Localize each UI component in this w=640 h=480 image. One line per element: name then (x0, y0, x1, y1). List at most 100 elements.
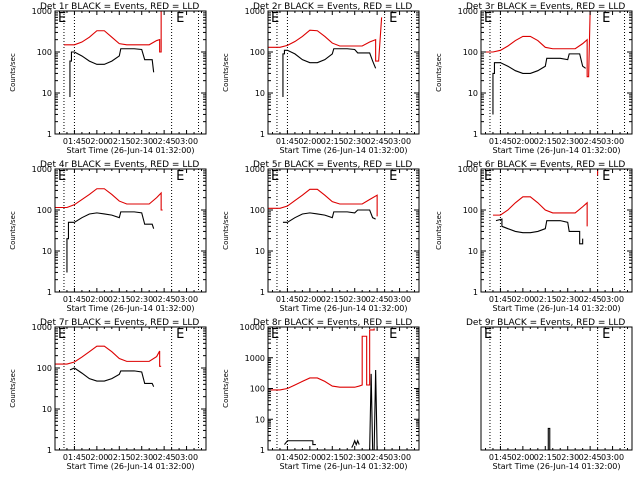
series-group (492, 169, 599, 245)
panel-title: Det 9r BLACK = Events, RED = LLD (466, 318, 625, 328)
y-tick-label: 10 (255, 415, 265, 424)
x-tick-label: 03:00 (388, 137, 411, 146)
events-series-line (492, 53, 586, 115)
events-series-line (547, 427, 551, 450)
plot-frame (54, 168, 207, 293)
y-tick-label: 100 (37, 48, 52, 57)
y-axis-title: Counts/sec (435, 53, 443, 92)
x-tick-label: 02:00 (85, 295, 108, 304)
plot-frame (267, 168, 420, 293)
e-marker: E (484, 11, 492, 26)
e-marker: E (58, 11, 66, 26)
y-axis-title: Counts/sec (9, 211, 17, 250)
plot-frame (267, 10, 420, 135)
e-marker: E (389, 11, 397, 26)
y-tick-label: 10 (255, 247, 265, 256)
x-axis-title: Start Time (26-Jun-14 01:32:00) (67, 304, 195, 313)
y-tick-label: 100 (37, 364, 52, 373)
y-tick-label: 100 (463, 48, 478, 57)
x-tick-label: 01:45 (276, 137, 299, 146)
panel-title: Det 5r BLACK = Events, RED = LLD (253, 160, 412, 170)
x-axis-title: Start Time (26-Jun-14 01:32:00) (280, 304, 408, 313)
y-tick-label: 10 (468, 89, 478, 98)
lld-series-line (492, 196, 588, 227)
y-axis-title: Counts/sec (222, 53, 230, 92)
x-tick-label: 03:00 (175, 295, 198, 304)
x-tick-label: 02:00 (85, 137, 108, 146)
plot-frame (267, 326, 420, 451)
e-marker: E (389, 169, 397, 184)
x-tick-label: 01:45 (63, 295, 86, 304)
x-tick-label: 02:45 (153, 453, 176, 462)
y-tick-label: 1 (260, 130, 265, 139)
x-axis-title: Start Time (26-Jun-14 01:32:00) (493, 462, 621, 471)
x-tick-label: 02:45 (153, 137, 176, 146)
e-marker: E (271, 169, 279, 184)
y-tick-label: 1000 (245, 354, 265, 363)
y-axis-title: Counts/sec (9, 53, 17, 92)
x-axis-title: Start Time (26-Jun-14 01:32:00) (280, 462, 408, 471)
x-axis-title: Start Time (26-Jun-14 01:32:00) (280, 146, 408, 155)
plot-frame (480, 168, 633, 293)
y-tick-label: 10 (42, 247, 52, 256)
lld-series-line (268, 17, 383, 62)
x-tick-label: 02:15 (108, 453, 131, 462)
events-series-line (284, 440, 316, 446)
x-tick-label: 02:30 (343, 137, 366, 146)
x-tick-label: 01:45 (489, 295, 512, 304)
plot-frame (480, 10, 633, 135)
events-series-line (495, 218, 584, 245)
plot-frame (54, 10, 207, 135)
lld-series-line (55, 345, 162, 367)
x-tick-label: 03:00 (601, 137, 624, 146)
panel-title: Det 1r BLACK = Events, RED = LLD (40, 2, 199, 12)
e-marker: E (271, 327, 279, 342)
x-tick-label: 02:30 (343, 295, 366, 304)
x-tick-label: 02:15 (108, 295, 131, 304)
y-tick-label: 10 (42, 89, 52, 98)
e-marker: E (602, 169, 610, 184)
lld-series-line (268, 188, 378, 217)
x-tick-label: 02:15 (321, 137, 344, 146)
x-tick-label: 02:30 (343, 453, 366, 462)
x-tick-label: 02:30 (556, 453, 579, 462)
x-tick-label: 02:30 (130, 137, 153, 146)
y-tick-label: 1 (47, 446, 52, 455)
e-marker: E (176, 169, 184, 184)
y-tick-label: 100 (250, 385, 265, 394)
x-tick-label: 02:30 (556, 137, 579, 146)
y-tick-label: 1000 (32, 7, 52, 16)
y-tick-label: 1000 (458, 165, 478, 174)
x-tick-label: 02:00 (85, 453, 108, 462)
x-tick-label: 02:15 (534, 295, 557, 304)
lld-series-line (55, 188, 163, 211)
x-tick-label: 02:00 (511, 453, 534, 462)
x-tick-label: 01:45 (63, 137, 86, 146)
y-tick-label: 1 (260, 446, 265, 455)
x-tick-label: 02:00 (511, 295, 534, 304)
e-marker: E (58, 169, 66, 184)
x-tick-label: 02:00 (298, 137, 321, 146)
x-tick-label: 01:45 (63, 453, 86, 462)
x-tick-label: 02:00 (298, 453, 321, 462)
x-tick-label: 02:15 (321, 453, 344, 462)
x-tick-label: 02:45 (579, 137, 602, 146)
e-marker: E (176, 11, 184, 26)
events-series-line (282, 209, 376, 223)
x-tick-label: 02:15 (321, 295, 344, 304)
x-tick-label: 01:45 (489, 453, 512, 462)
series-group (268, 328, 378, 450)
x-tick-label: 02:45 (366, 295, 389, 304)
panel-title: Det 6r BLACK = Events, RED = LLD (466, 160, 625, 170)
y-tick-label: 1000 (32, 323, 52, 332)
series-group (55, 345, 162, 387)
panel-title: Det 8r BLACK = Events, RED = LLD (253, 318, 412, 328)
y-tick-label: 1000 (245, 7, 265, 16)
x-axis-title: Start Time (26-Jun-14 01:32:00) (67, 462, 195, 471)
series-group (268, 17, 383, 97)
